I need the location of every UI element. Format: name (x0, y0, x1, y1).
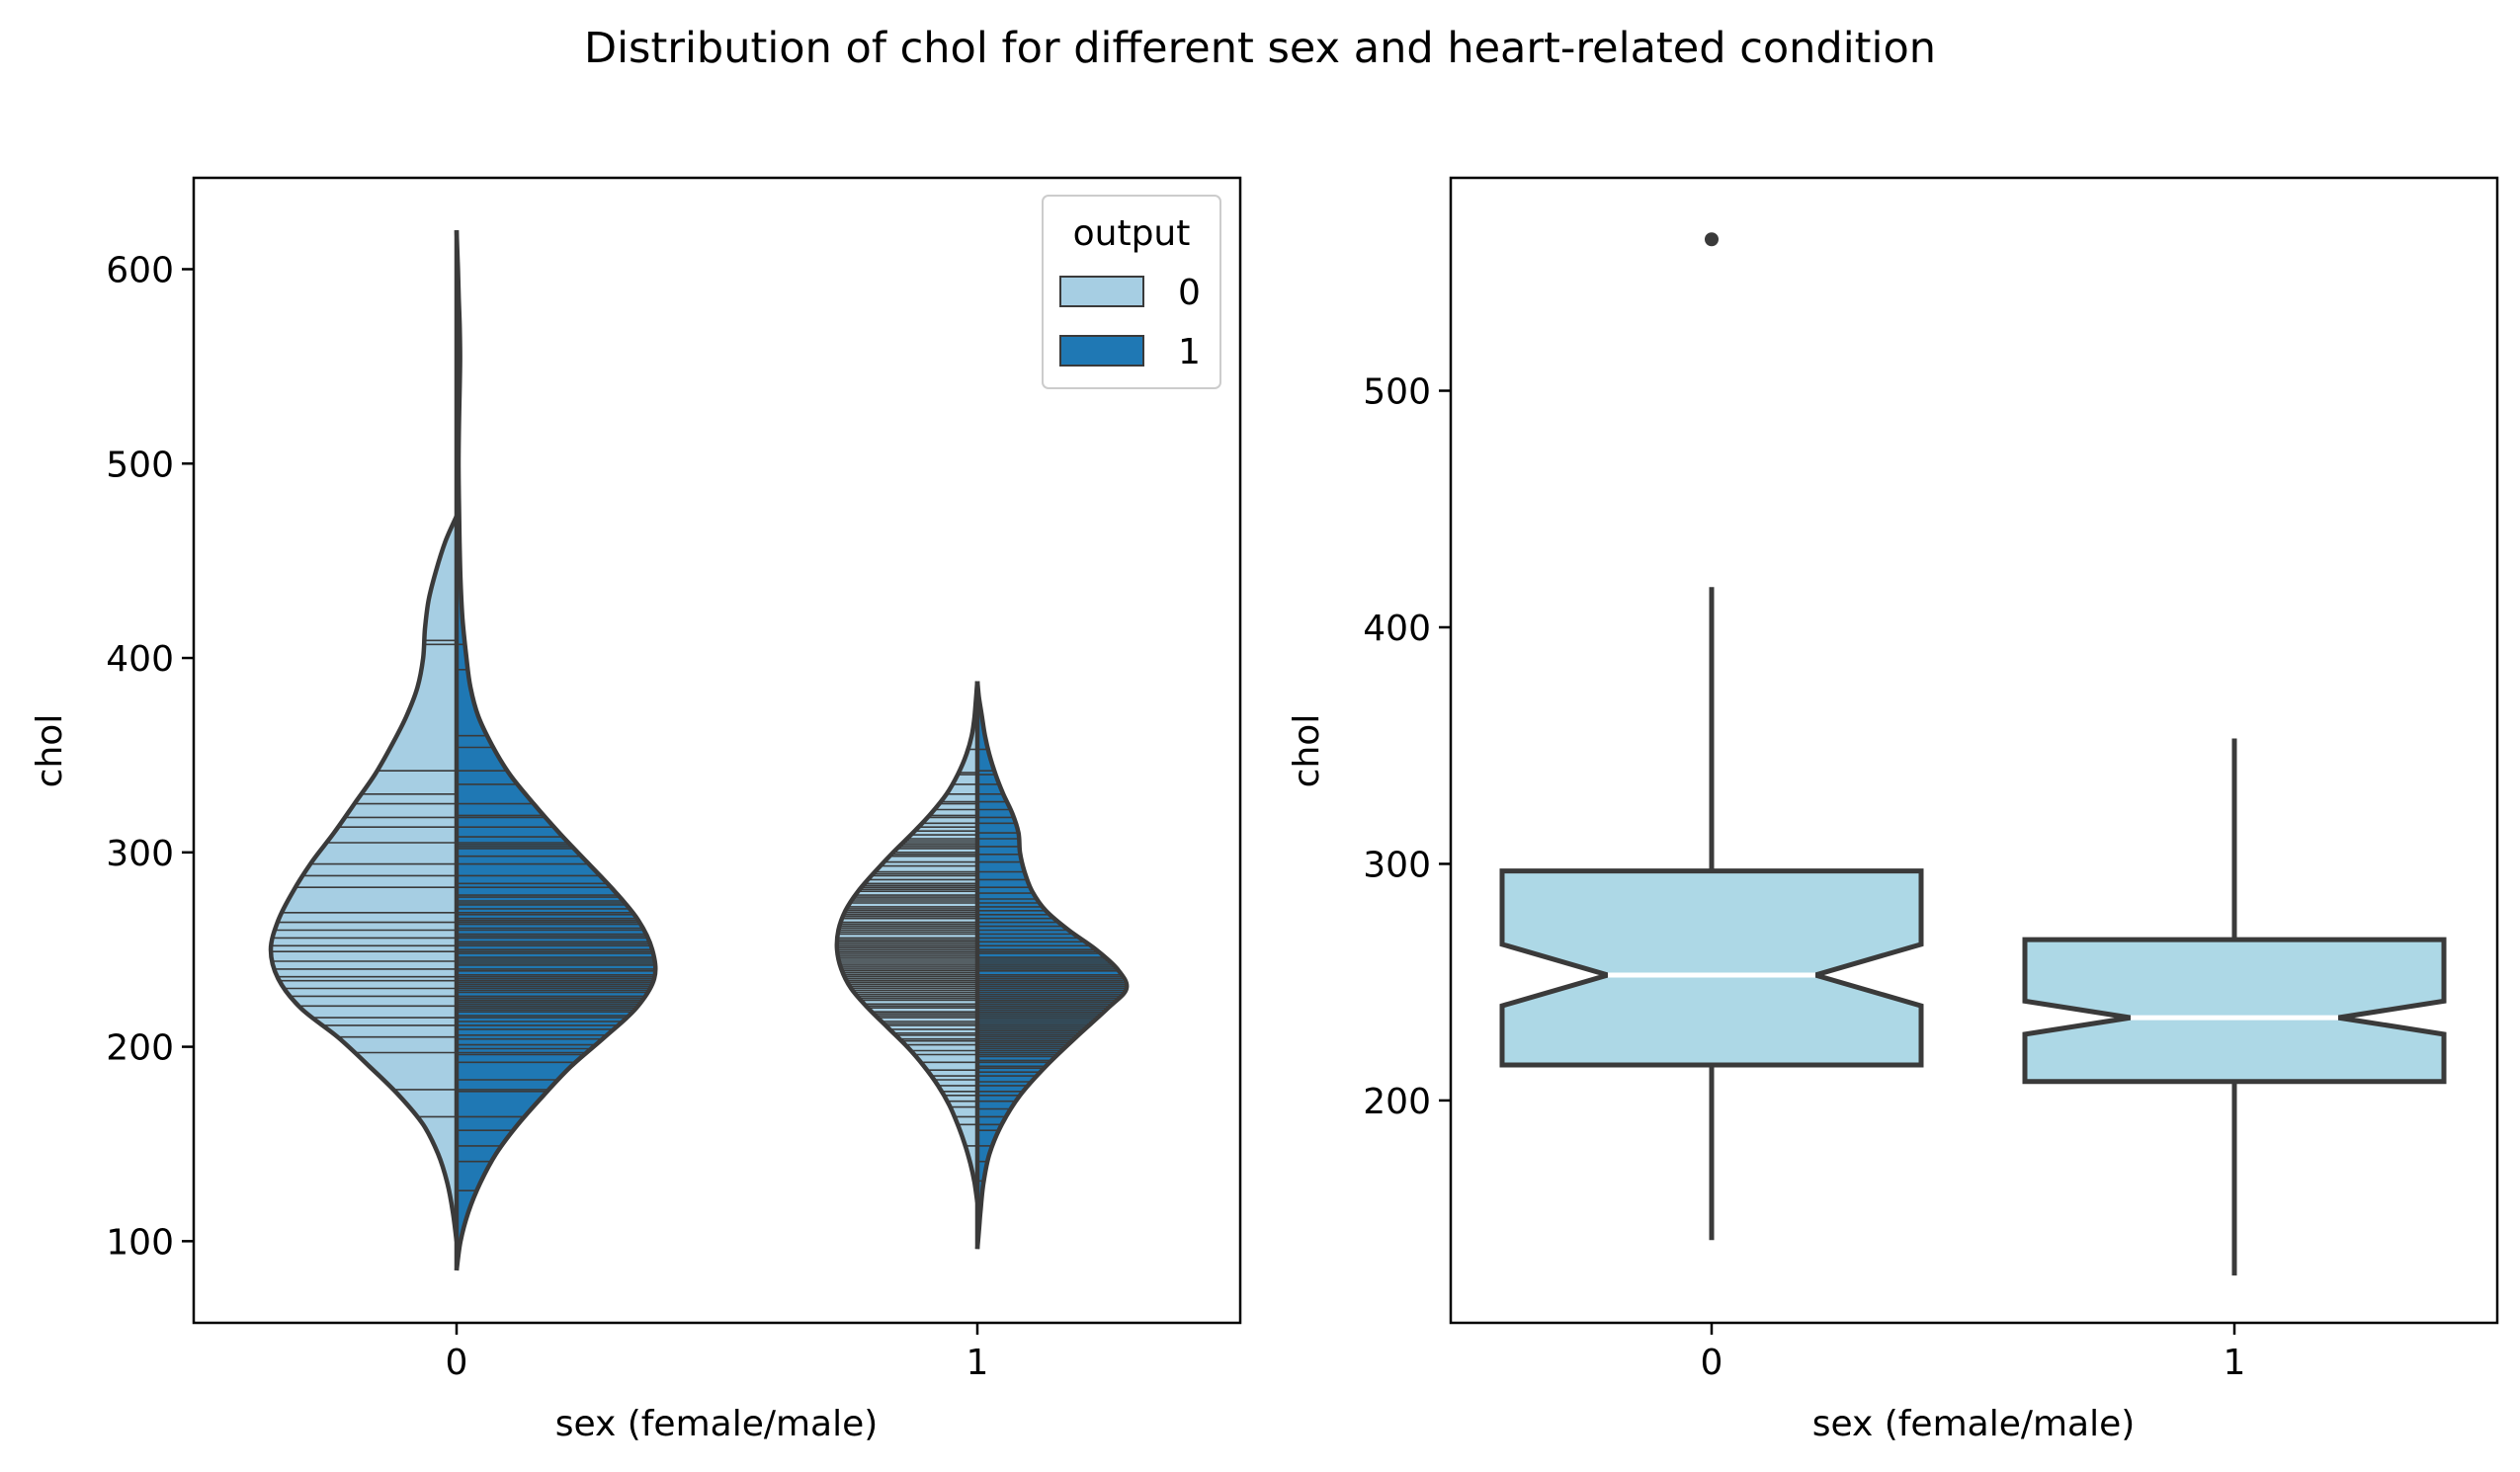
violin-y-tick-label: 300 (106, 834, 174, 874)
violin-0-output-1-outline (454, 230, 658, 1271)
boxplot-plot-frame (1449, 176, 2499, 1325)
box-1-notched-box (2022, 937, 2447, 1085)
violin-outlines (268, 230, 1130, 1271)
box-0-notched-box (1499, 868, 1924, 1068)
violin-x-tick-label: 0 (446, 1343, 468, 1383)
legend-label-1: 1 (1178, 332, 1201, 372)
legend-label-0: 0 (1178, 273, 1201, 313)
violin-y-tick-label: 400 (106, 639, 174, 680)
violin-shapes (271, 230, 1128, 1270)
violin-y-tick-label: 600 (106, 250, 174, 290)
boxplot-boxes (1499, 232, 2447, 1276)
legend: output 0 1 (1042, 195, 1221, 389)
boxplot-x-tick-label: 0 (1701, 1343, 1723, 1383)
boxplot-y-tick-label: 500 (1363, 372, 1431, 413)
boxplot-x-axis-label: sex (female/male) (1812, 1404, 2136, 1444)
figure-title: Distribution of chol for different sex a… (584, 24, 1936, 73)
violin-0-output-1-body (457, 230, 656, 1270)
violin-x-axis-label: sex (female/male) (555, 1404, 879, 1444)
legend-swatch-1 (1059, 335, 1144, 367)
boxplot-y-tick-label: 200 (1363, 1082, 1431, 1122)
violin-x-tick-label: 1 (966, 1343, 989, 1383)
box-0-outlier-point (1705, 232, 1719, 247)
boxplot-y-axis-label: chol (1287, 714, 1327, 788)
violin-y-tick-label: 100 (106, 1222, 174, 1263)
violin-plot-frame (192, 176, 1242, 1325)
violin-1-output-1-outline (974, 681, 1130, 1250)
violin-0-output-0-outline (268, 515, 460, 1242)
legend-swatch-0 (1059, 276, 1144, 307)
legend-title: output (1073, 213, 1191, 254)
boxplot-y-ticks: 200 300 400 500 (1363, 372, 1451, 1122)
boxplot-x-tick-label: 1 (2224, 1343, 2246, 1383)
violin-sticks (271, 338, 1127, 1191)
boxplot-y-tick-label: 400 (1363, 609, 1431, 649)
violin-y-axis-label: chol (30, 714, 70, 788)
violin-0-output-0-body (271, 516, 457, 1242)
violin-y-tick-label: 500 (106, 445, 174, 485)
violin-y-tick-label: 200 (106, 1028, 174, 1069)
violin-1-output-0-outline (834, 681, 980, 1203)
violin-y-ticks: 100 200 300 400 500 600 (106, 250, 194, 1263)
boxplot-y-tick-label: 300 (1363, 845, 1431, 885)
